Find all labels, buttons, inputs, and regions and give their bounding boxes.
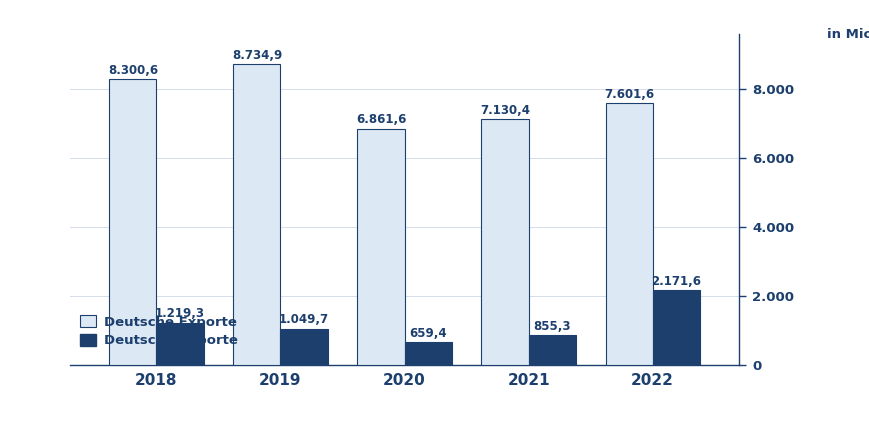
- Bar: [357, 129, 404, 365]
- Text: 8.734,9: 8.734,9: [231, 48, 282, 62]
- Y-axis label: in Mio. EUR: in Mio. EUR: [826, 28, 869, 41]
- Bar: [605, 103, 652, 365]
- Bar: [233, 64, 280, 365]
- Text: 8.300,6: 8.300,6: [108, 63, 158, 77]
- Legend: Deutsche Exporte, Deutsche Importe: Deutsche Exporte, Deutsche Importe: [76, 311, 242, 351]
- Text: 7.130,4: 7.130,4: [480, 104, 529, 117]
- Text: 7.601,6: 7.601,6: [603, 88, 653, 101]
- Bar: [652, 290, 699, 365]
- Bar: [528, 335, 575, 365]
- Bar: [481, 119, 528, 365]
- Bar: [156, 323, 203, 365]
- Text: 1.049,7: 1.049,7: [279, 313, 328, 326]
- Text: 2.171,6: 2.171,6: [651, 275, 700, 287]
- Text: 1.219,3: 1.219,3: [155, 307, 205, 320]
- Bar: [280, 329, 328, 365]
- Text: 6.861,6: 6.861,6: [355, 113, 406, 126]
- Bar: [109, 79, 156, 365]
- Text: 855,3: 855,3: [533, 320, 570, 333]
- Text: 659,4: 659,4: [408, 326, 447, 339]
- Bar: [404, 342, 451, 365]
